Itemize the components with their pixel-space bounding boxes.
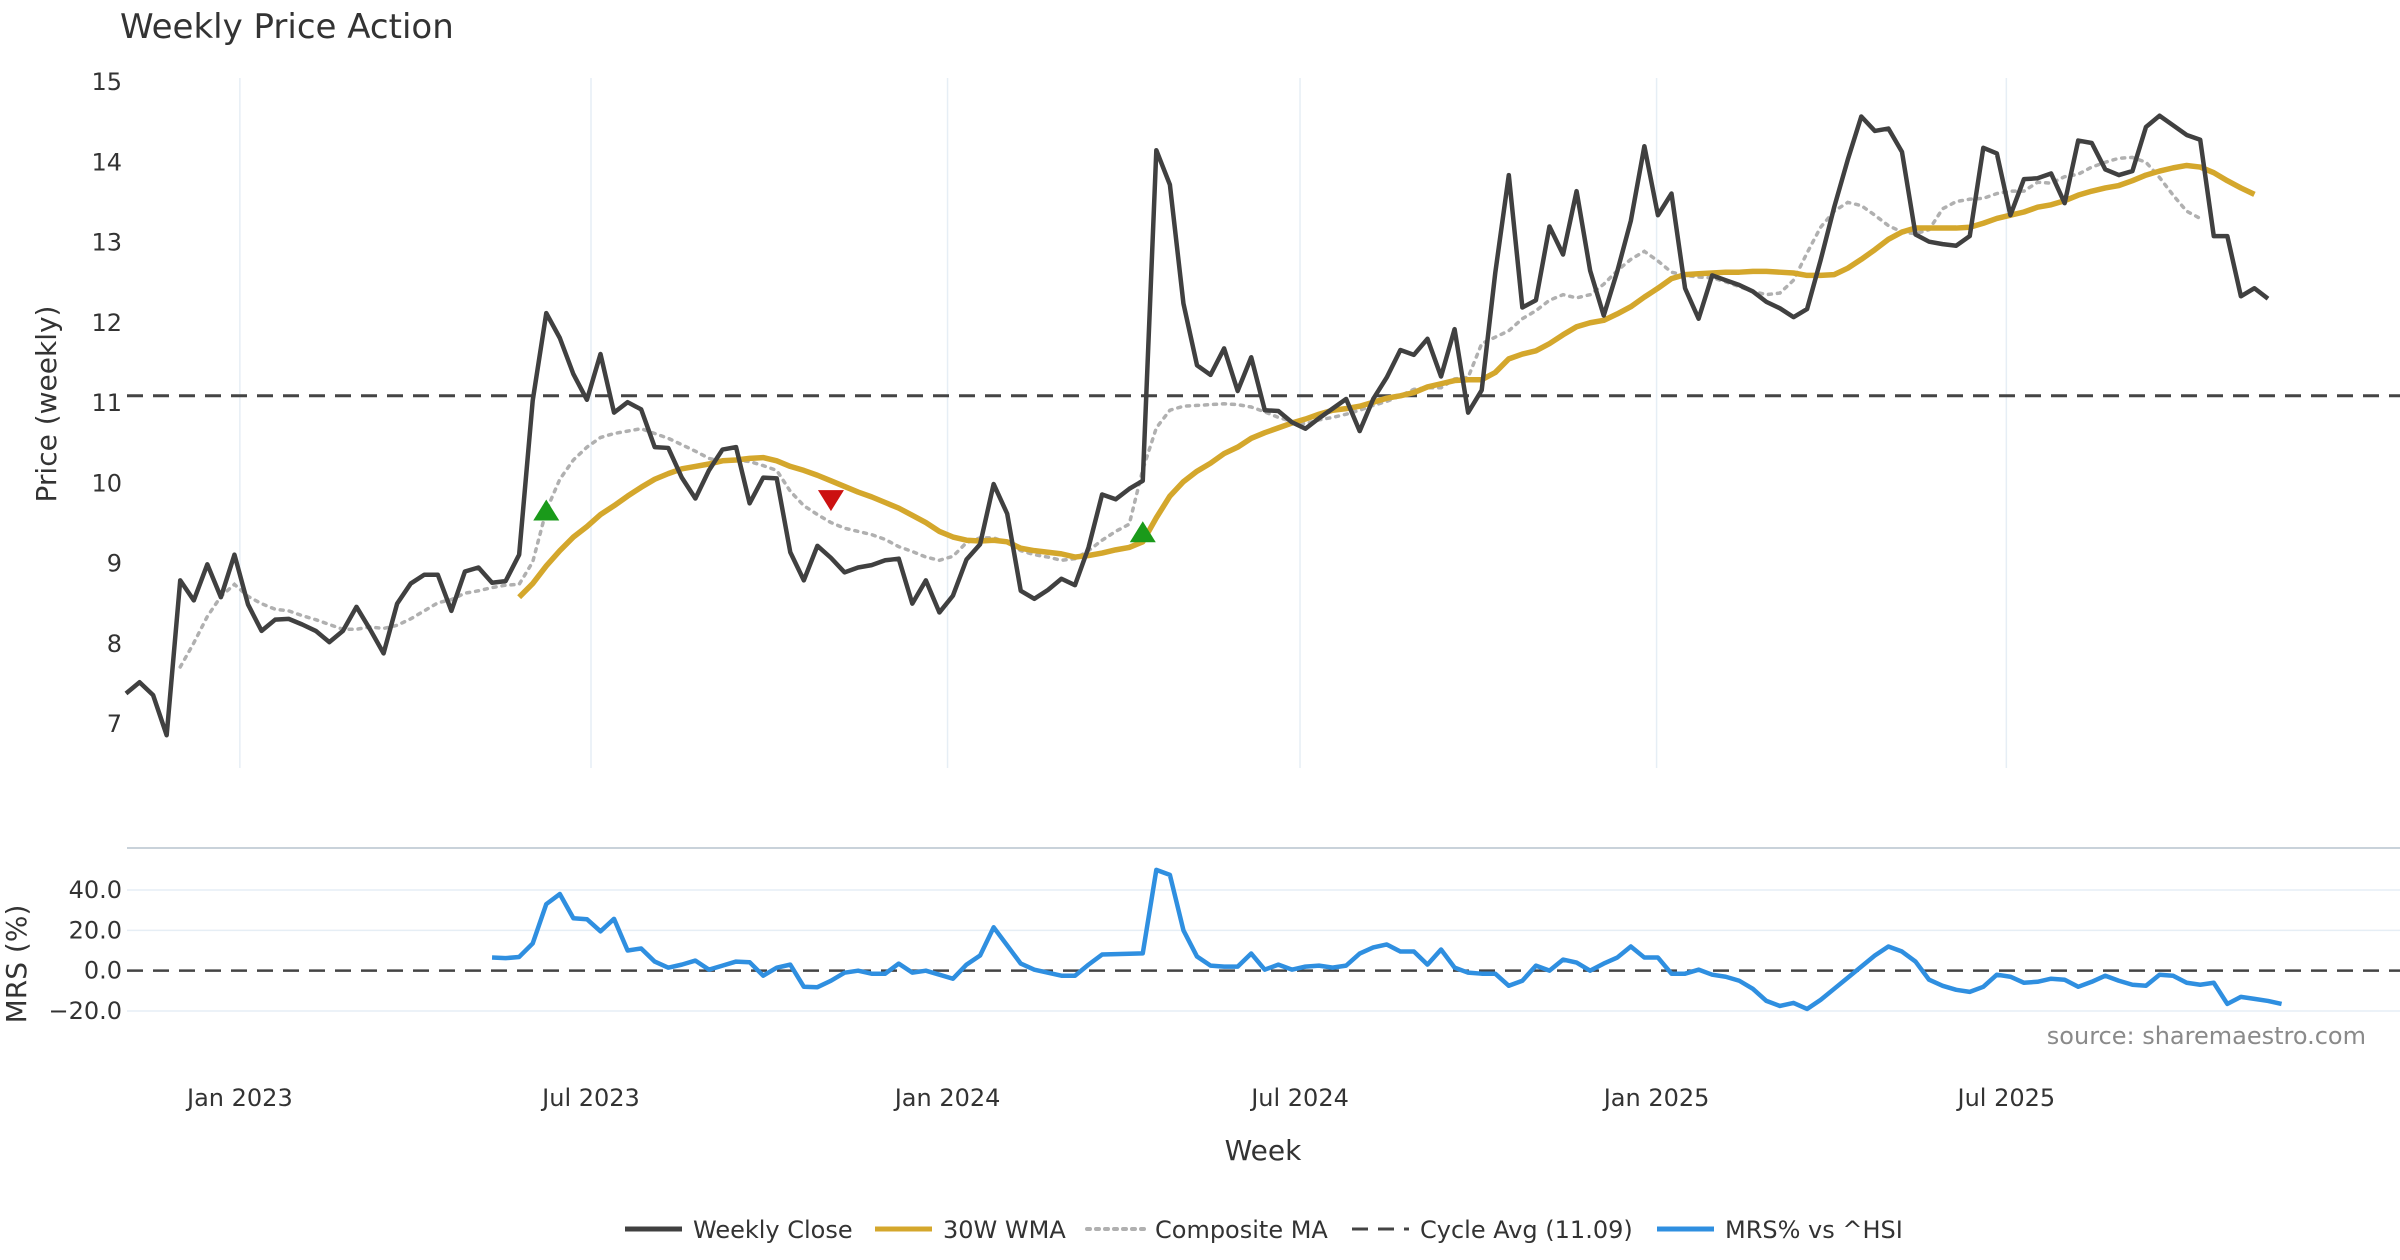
mrs-line	[491, 867, 2283, 1012]
mrs-y-ticks: −20.0 0.0 20.0 40.0	[48, 876, 122, 1025]
legend: Weekly Close 30W WMA Composite MA Cycle Avg…	[625, 1216, 1903, 1244]
mrs-y-tick: 40.0	[69, 876, 122, 904]
legend-label: 30W WMA	[943, 1216, 1066, 1244]
mrs-y-axis-label: MRS (%)	[0, 905, 33, 1024]
price-y-tick: 7	[107, 710, 122, 738]
price-gridlines	[239, 78, 2008, 768]
mrs-y-tick: 0.0	[84, 957, 122, 985]
composite-ma-line	[178, 155, 2202, 669]
legend-label: MRS% vs ^HSI	[1725, 1216, 1903, 1244]
price-y-tick: 8	[107, 630, 122, 658]
x-axis-ticks: Jan 2023 Jul 2023 Jan 2024 Jul 2024 Jan 2025…	[185, 1084, 2055, 1112]
mrs-gridlines	[127, 889, 2400, 1012]
buy-signal-marker	[533, 499, 560, 521]
price-y-tick: 10	[91, 469, 122, 497]
price-y-tick: 14	[91, 148, 122, 176]
signal-markers	[533, 490, 1156, 543]
price-y-tick: 12	[91, 309, 122, 337]
x-tick-label: Jan 2023	[185, 1084, 293, 1112]
price-y-tick: 15	[91, 68, 122, 96]
price-y-ticks: 7 8 9 10 11 12 13 14 15	[91, 68, 122, 738]
x-tick-label: Jan 2024	[893, 1084, 1001, 1112]
sell-signal-marker	[817, 490, 844, 512]
x-tick-label: Jul 2023	[540, 1084, 640, 1112]
wma-30w-line	[517, 162, 2256, 600]
mrs-panel: −20.0 0.0 20.0 40.0 source: sharemaestro.co…	[0, 867, 2400, 1050]
weekly-close-line	[124, 113, 2270, 738]
source-annotation: source: sharemaestro.com	[2047, 1022, 2366, 1050]
x-axis-label: Week	[1225, 1134, 1302, 1167]
x-tick-label: Jul 2024	[1249, 1084, 1349, 1112]
legend-label: Cycle Avg (11.09)	[1420, 1216, 1633, 1244]
buy-signal-marker	[1129, 521, 1156, 543]
legend-label: Composite MA	[1155, 1216, 1328, 1244]
price-y-tick: 9	[107, 550, 122, 578]
legend-label: Weekly Close	[693, 1216, 853, 1244]
chart-title: Weekly Price Action	[120, 7, 454, 47]
mrs-y-tick: 20.0	[69, 916, 122, 944]
price-y-tick: 11	[91, 389, 122, 417]
x-tick-label: Jan 2025	[1602, 1084, 1710, 1112]
mrs-y-tick: −20.0	[48, 997, 122, 1025]
x-tick-label: Jul 2025	[1956, 1084, 2056, 1112]
price-y-axis-label: Price (weekly)	[30, 306, 63, 503]
price-y-tick: 13	[91, 229, 122, 257]
price-panel: 7 8 9 10 11 12 13 14 15 Price (weekly)	[30, 68, 2400, 768]
